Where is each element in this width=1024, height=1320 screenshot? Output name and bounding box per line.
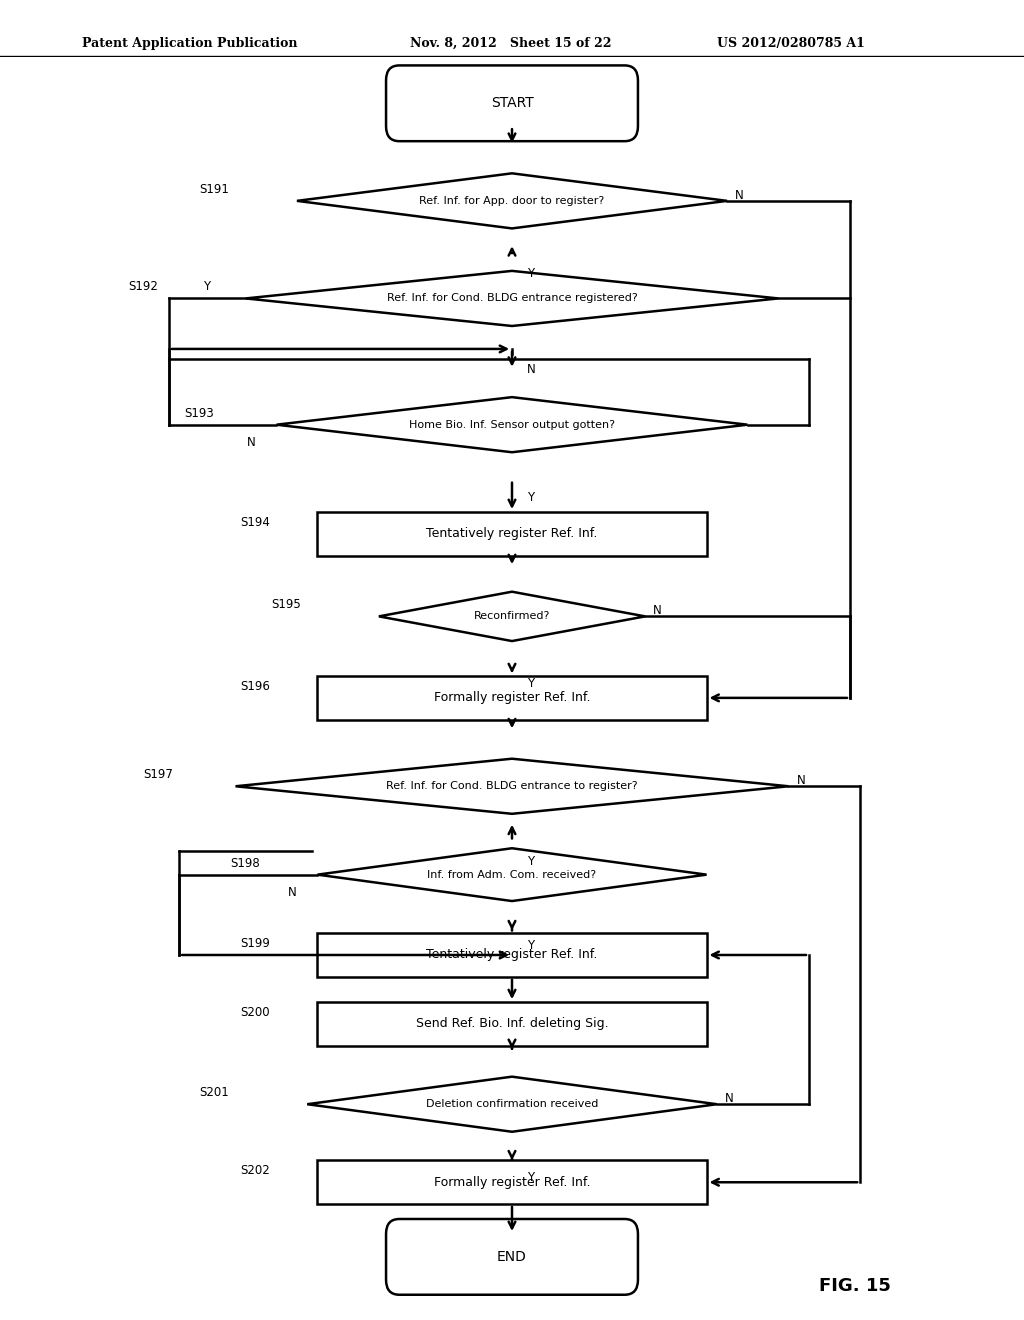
Text: Y: Y <box>527 677 535 690</box>
Polygon shape <box>236 759 788 814</box>
Bar <box>317 512 707 556</box>
Text: Y: Y <box>527 1171 535 1184</box>
Text: N: N <box>288 886 297 899</box>
Text: S195: S195 <box>271 598 301 611</box>
Polygon shape <box>317 849 707 902</box>
Text: Home Bio. Inf. Sensor output gotten?: Home Bio. Inf. Sensor output gotten? <box>409 420 615 430</box>
Text: S191: S191 <box>200 183 229 195</box>
Text: Reconfirmed?: Reconfirmed? <box>474 611 550 622</box>
Text: Ref. Inf. for Cond. BLDG entrance to register?: Ref. Inf. for Cond. BLDG entrance to reg… <box>386 781 638 791</box>
Text: S202: S202 <box>241 1164 270 1177</box>
Text: Formally register Ref. Inf.: Formally register Ref. Inf. <box>434 1176 590 1189</box>
Text: N: N <box>797 774 806 787</box>
Text: US 2012/0280785 A1: US 2012/0280785 A1 <box>717 37 864 50</box>
Text: S196: S196 <box>241 680 270 693</box>
Polygon shape <box>276 397 748 453</box>
Text: S192: S192 <box>128 280 158 293</box>
Text: Ref. Inf. for App. door to register?: Ref. Inf. for App. door to register? <box>420 195 604 206</box>
Polygon shape <box>307 1077 717 1131</box>
Text: Nov. 8, 2012   Sheet 15 of 22: Nov. 8, 2012 Sheet 15 of 22 <box>410 37 611 50</box>
Text: FIG. 15: FIG. 15 <box>819 1276 891 1295</box>
FancyBboxPatch shape <box>386 66 638 141</box>
Text: N: N <box>725 1092 734 1105</box>
Text: S199: S199 <box>241 937 270 950</box>
Polygon shape <box>379 591 645 642</box>
Text: S200: S200 <box>241 1006 270 1019</box>
Text: N: N <box>527 363 537 376</box>
Text: Patent Application Publication: Patent Application Publication <box>82 37 297 50</box>
Text: S197: S197 <box>143 768 173 781</box>
Text: Tentatively register Ref. Inf.: Tentatively register Ref. Inf. <box>426 527 598 540</box>
Text: S194: S194 <box>241 516 270 529</box>
Text: Tentatively register Ref. Inf.: Tentatively register Ref. Inf. <box>426 949 598 961</box>
Text: Deletion confirmation received: Deletion confirmation received <box>426 1100 598 1109</box>
Text: Y: Y <box>203 280 210 293</box>
Polygon shape <box>246 271 778 326</box>
Text: END: END <box>497 1250 527 1263</box>
Bar <box>317 1160 707 1204</box>
Polygon shape <box>297 173 727 228</box>
FancyBboxPatch shape <box>386 1218 638 1295</box>
Text: Ref. Inf. for Cond. BLDG entrance registered?: Ref. Inf. for Cond. BLDG entrance regist… <box>387 293 637 304</box>
Text: S193: S193 <box>184 407 214 420</box>
Text: S198: S198 <box>230 857 260 870</box>
Text: N: N <box>247 436 256 449</box>
Bar <box>317 676 707 719</box>
Bar <box>317 1002 707 1045</box>
Bar <box>317 933 707 977</box>
Text: Send Ref. Bio. Inf. deleting Sig.: Send Ref. Bio. Inf. deleting Sig. <box>416 1018 608 1031</box>
Text: Y: Y <box>527 491 535 504</box>
Text: Y: Y <box>527 855 535 869</box>
Text: Y: Y <box>527 268 535 280</box>
Text: Y: Y <box>527 939 535 952</box>
Text: Formally register Ref. Inf.: Formally register Ref. Inf. <box>434 692 590 705</box>
Text: N: N <box>735 189 744 202</box>
Text: Inf. from Adm. Com. received?: Inf. from Adm. Com. received? <box>427 870 597 879</box>
Text: N: N <box>653 605 663 618</box>
Text: S201: S201 <box>200 1086 229 1100</box>
Text: START: START <box>490 96 534 111</box>
